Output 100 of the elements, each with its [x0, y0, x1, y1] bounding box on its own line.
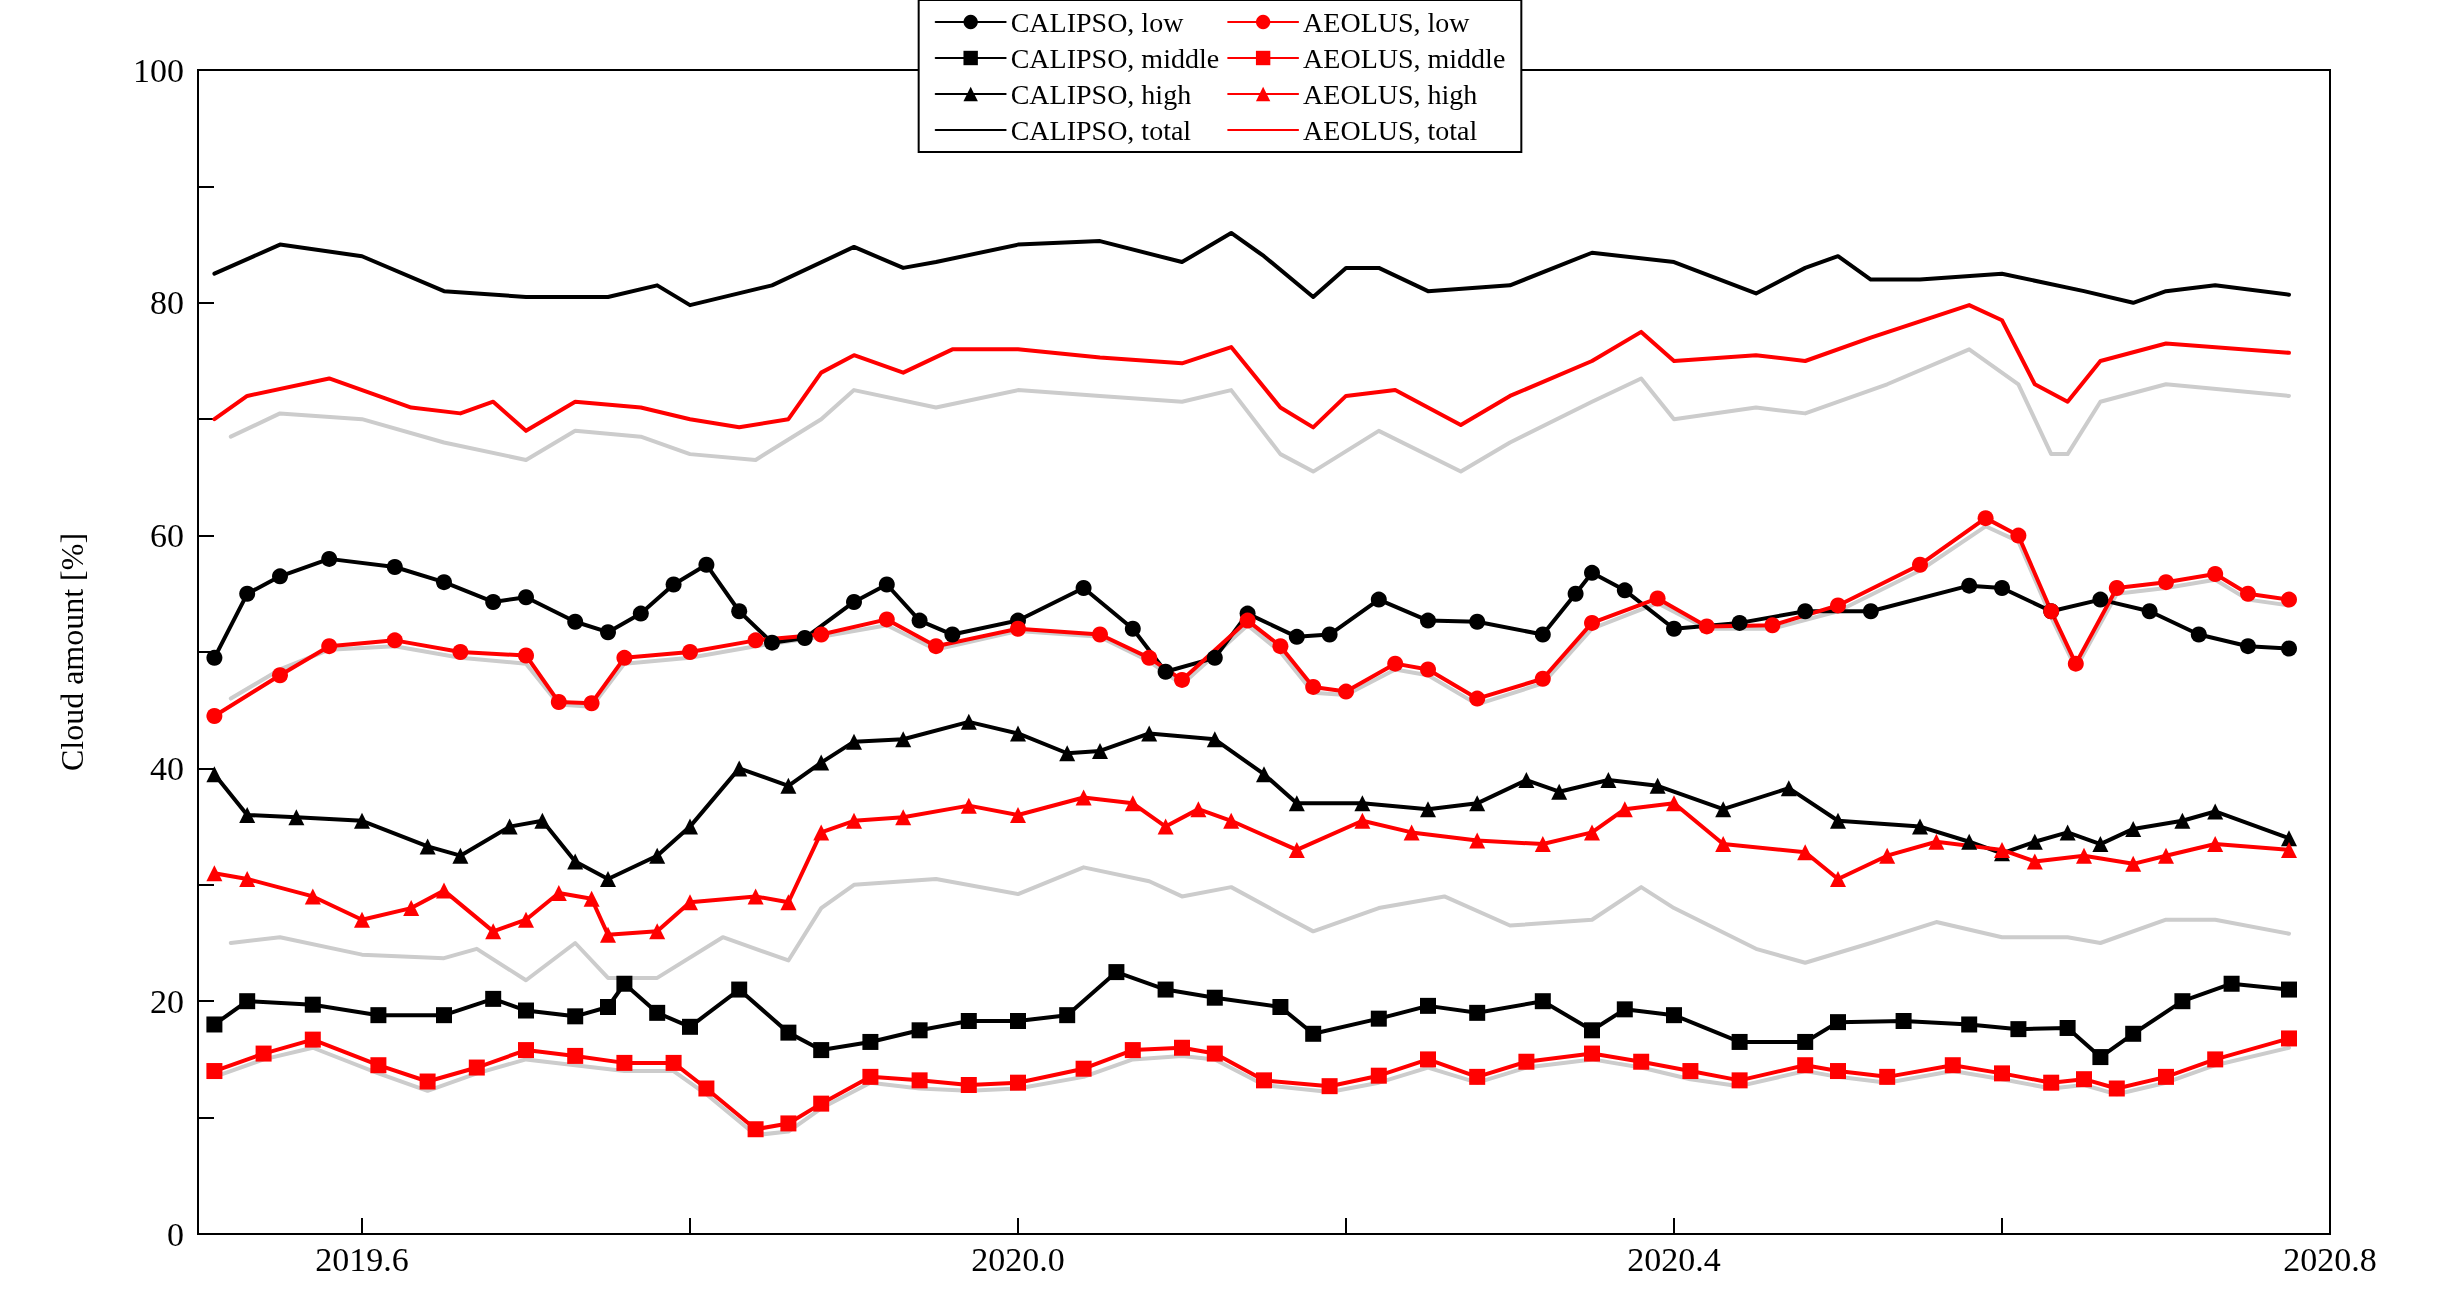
point [1403, 824, 1420, 841]
point [780, 894, 797, 911]
point [2067, 655, 2084, 672]
point [1830, 812, 1846, 829]
point [419, 1073, 436, 1090]
point [485, 593, 502, 610]
point [1534, 626, 1551, 643]
point [1534, 993, 1551, 1010]
point [1912, 556, 1928, 573]
point [1075, 789, 1092, 806]
point [2010, 1021, 2027, 1038]
point [1387, 655, 1404, 672]
point [1879, 1068, 1896, 1085]
point [2240, 638, 2256, 655]
point [682, 1018, 698, 1035]
point [1272, 638, 1289, 655]
point [1124, 620, 1141, 637]
point [567, 853, 584, 870]
point [698, 1080, 715, 1097]
point [2158, 1068, 2174, 1085]
point [1830, 870, 1846, 887]
point [911, 612, 928, 629]
point [370, 1007, 387, 1024]
x-tick-label: 2020.4 [1627, 1240, 1721, 1278]
point [1256, 766, 1272, 783]
x-tick-label: 2019.6 [315, 1240, 409, 1278]
point [1288, 795, 1305, 812]
point [2240, 585, 2256, 602]
point [354, 812, 370, 829]
point [239, 806, 256, 823]
point [895, 731, 912, 748]
point [2076, 847, 2092, 864]
point [452, 847, 469, 864]
point [550, 694, 567, 711]
point [2026, 833, 2043, 850]
point [534, 812, 551, 829]
point [1190, 801, 1207, 818]
point [1780, 780, 1797, 797]
point [321, 550, 338, 567]
legend-label: CALIPSO, total [1010, 114, 1192, 146]
point [1420, 997, 1436, 1014]
point [960, 1077, 977, 1094]
point [2158, 847, 2174, 864]
point [1420, 1051, 1436, 1068]
point [1010, 725, 1026, 742]
point [1682, 1063, 1699, 1080]
point [2207, 836, 2224, 853]
point [665, 1054, 682, 1071]
point [1715, 836, 1732, 853]
y-tick-label: 80 [150, 284, 184, 322]
point [567, 1008, 584, 1025]
point [1370, 591, 1387, 608]
point [2190, 626, 2207, 643]
x-tick-label: 2020.0 [971, 1240, 1065, 1278]
point [1420, 801, 1436, 818]
point [304, 888, 321, 905]
point [1584, 614, 1600, 631]
point [206, 649, 223, 666]
point [1994, 841, 2010, 858]
point [304, 1031, 321, 1048]
point [272, 568, 288, 585]
point [1124, 795, 1141, 812]
legend-label: CALIPSO, middle [1010, 42, 1220, 74]
point [1534, 836, 1551, 853]
legend-label: AEOLUS, middle [1303, 42, 1506, 74]
point [862, 1033, 879, 1050]
point [960, 713, 977, 730]
legend-label: CALIPSO, high [1010, 78, 1192, 110]
point [239, 870, 256, 887]
point [370, 1057, 387, 1074]
point [1124, 1042, 1141, 1059]
point [1157, 981, 1174, 998]
point [2092, 1049, 2109, 1066]
point [649, 847, 666, 864]
point [1830, 597, 1846, 614]
point [2207, 1051, 2224, 1068]
point [1059, 745, 1076, 762]
point [2141, 603, 2158, 620]
point [616, 1054, 633, 1071]
point [878, 576, 895, 593]
point [354, 911, 370, 928]
point [1600, 772, 1617, 789]
point [846, 593, 862, 610]
point [616, 975, 633, 992]
point [747, 632, 764, 649]
point [1666, 1007, 1682, 1024]
point [632, 605, 649, 622]
point [1649, 777, 1666, 794]
point [583, 695, 600, 712]
point [1797, 844, 1814, 861]
point [813, 1042, 830, 1059]
point [1469, 1004, 1486, 1021]
point [1518, 1053, 1535, 1070]
point [255, 1045, 272, 1062]
point [665, 576, 682, 593]
point [682, 894, 698, 911]
point [1272, 999, 1289, 1016]
point [468, 1059, 485, 1076]
point [2223, 975, 2240, 992]
point [1715, 801, 1732, 818]
